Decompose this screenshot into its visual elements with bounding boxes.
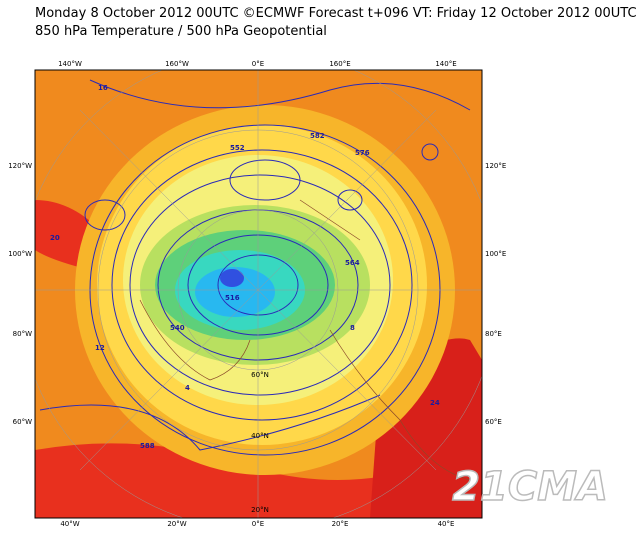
lon-label: 160°W (165, 60, 189, 68)
lon-label: 120°W (8, 162, 32, 170)
map-field (35, 70, 482, 518)
contour-label: 552 (230, 144, 245, 152)
lon-label: 160°E (329, 60, 350, 68)
contour-label: 516 (225, 294, 240, 302)
contour-label: 24 (430, 399, 440, 407)
lon-label: 80°E (485, 330, 502, 338)
contour-label: 582 (310, 132, 325, 140)
lon-label: 80°W (13, 330, 32, 338)
lat-label: 60°N (251, 371, 269, 379)
lon-label: 20°E (332, 520, 349, 528)
lat-label: 20°N (251, 506, 269, 514)
lon-label: 0°E (252, 60, 264, 68)
lon-label: 40°W (60, 520, 79, 528)
lon-label: 0°E (252, 520, 264, 528)
lon-label: 60°E (485, 418, 502, 426)
lon-label: 40°E (438, 520, 455, 528)
lon-label: 140°W (58, 60, 82, 68)
subtitle: 850 hPa Temperature / 500 hPa Geopotenti… (35, 24, 327, 39)
lon-label: 100°W (8, 250, 32, 258)
contour-label: 12 (95, 344, 105, 352)
lon-label: 120°E (485, 162, 506, 170)
watermark: 21CMA (452, 464, 608, 510)
lon-label: 140°E (435, 60, 456, 68)
contour-label: 576 (355, 149, 370, 157)
contour-label: 8 (350, 324, 355, 332)
contour-label: 540 (170, 324, 185, 332)
lat-label: 40°N (251, 432, 269, 440)
lon-label: 20°W (167, 520, 186, 528)
contour-label: 4 (185, 384, 190, 392)
contour-label: 564 (345, 259, 360, 267)
contour-label: 16 (98, 84, 108, 92)
lon-label: 60°W (13, 418, 32, 426)
lon-label: 100°E (485, 250, 506, 258)
contour-label: 20 (50, 234, 60, 242)
title: Monday 8 October 2012 00UTC ©ECMWF Forec… (35, 6, 637, 21)
map-frame (34, 69, 483, 519)
contour-label: 588 (140, 442, 155, 450)
